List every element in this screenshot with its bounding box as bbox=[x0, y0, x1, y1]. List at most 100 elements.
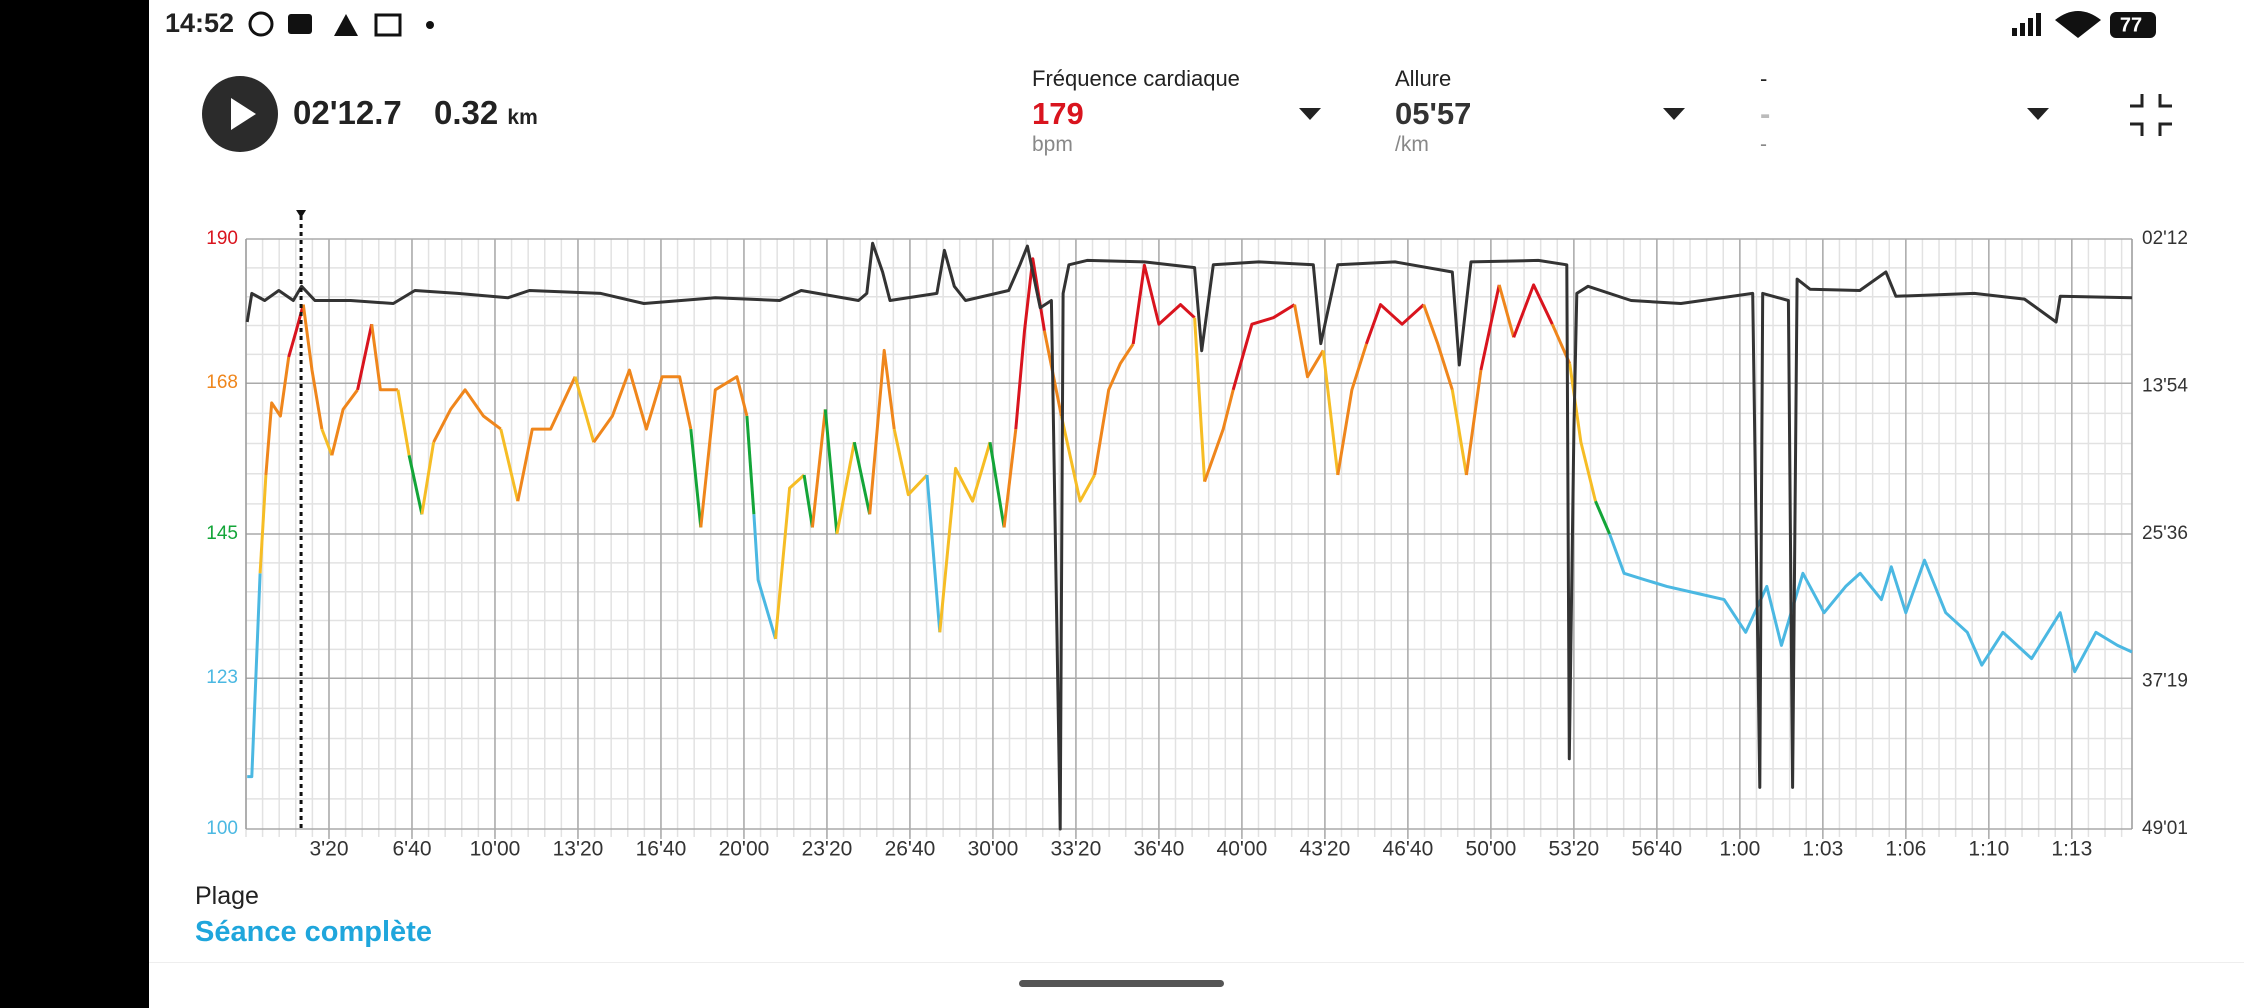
heart-rate-line bbox=[1497, 284, 1516, 338]
heart-rate-line bbox=[745, 415, 756, 515]
heart-rate-line bbox=[1594, 500, 1611, 535]
heart-rate-line bbox=[592, 368, 693, 444]
heart-rate-line bbox=[516, 376, 577, 502]
heart-rate-line bbox=[1059, 415, 1096, 503]
x-tick-label: 56'40 bbox=[1632, 838, 1683, 861]
x-tick-label: 1:10 bbox=[1968, 838, 2009, 861]
status-time: 14:52 bbox=[165, 8, 235, 38]
heart-rate-line bbox=[823, 409, 839, 535]
x-tick-label: 1:06 bbox=[1885, 838, 1926, 861]
heart-rate-line bbox=[264, 356, 291, 476]
heart-rate-line bbox=[1293, 304, 1325, 379]
heart-rate-line bbox=[802, 474, 814, 528]
heart-rate-line bbox=[573, 376, 596, 443]
heart-rate-line bbox=[407, 454, 424, 515]
home-indicator bbox=[1019, 980, 1224, 987]
metric-unit: /km bbox=[1395, 133, 1429, 156]
cursor-handle bbox=[296, 210, 307, 218]
metric-dropdown[interactable] bbox=[1298, 107, 1322, 121]
heart-rate-line bbox=[852, 441, 872, 515]
metric-dropdown[interactable] bbox=[2026, 107, 2050, 121]
range-value[interactable]: Séance complète bbox=[195, 916, 432, 948]
distance-unit: km bbox=[507, 106, 538, 129]
metric-unit: bpm bbox=[1032, 133, 1073, 156]
heart-rate-line bbox=[1231, 303, 1296, 391]
heart-rate-line bbox=[752, 514, 777, 640]
x-tick-label: 1:03 bbox=[1802, 838, 1843, 861]
metric-value: 05'57 bbox=[1395, 96, 1472, 131]
x-tick-label: 1:13 bbox=[2051, 838, 2092, 861]
y2-tick-label: 02'12 bbox=[2142, 228, 2188, 249]
heart-rate-line bbox=[1014, 257, 1046, 430]
heart-rate-line bbox=[1479, 284, 1501, 371]
metric-title: Allure bbox=[1395, 66, 1452, 91]
x-tick-label: 46'40 bbox=[1383, 838, 1434, 861]
heart-rate-line bbox=[330, 388, 359, 456]
heart-rate-line bbox=[1364, 303, 1425, 345]
x-tick-label: 23'20 bbox=[802, 838, 853, 861]
x-tick-label: 33'20 bbox=[1051, 838, 1102, 861]
y-tick-label: 100 bbox=[206, 818, 238, 839]
metric-value: - bbox=[1760, 96, 1771, 131]
y2-tick-label: 25'36 bbox=[2142, 523, 2188, 544]
heart-rate-line bbox=[774, 473, 806, 640]
metric-unit: - bbox=[1760, 133, 1767, 156]
heart-rate-line bbox=[925, 474, 942, 633]
collapse-button[interactable] bbox=[2128, 92, 2174, 138]
play-button[interactable] bbox=[200, 75, 280, 155]
y-tick-label: 123 bbox=[206, 667, 238, 688]
heart-rate-line bbox=[1336, 343, 1368, 476]
heart-rate-line bbox=[1131, 263, 1196, 345]
heart-rate-line bbox=[868, 348, 896, 515]
y-tick-label: 168 bbox=[206, 372, 238, 393]
heart-rate-line bbox=[1002, 428, 1018, 528]
heart-rate-line bbox=[356, 323, 374, 391]
heart-rate-line bbox=[810, 409, 827, 528]
heart-rate-line bbox=[1093, 343, 1135, 476]
x-tick-label: 40'00 bbox=[1217, 838, 1268, 861]
y2-tick-label: 37'19 bbox=[2142, 671, 2188, 692]
y-tick-label: 145 bbox=[206, 523, 238, 544]
heart-rate-line bbox=[1422, 304, 1454, 391]
heart-rate-line bbox=[1193, 317, 1207, 482]
range-label: Plage bbox=[195, 882, 259, 910]
distance: 0.32 km bbox=[434, 94, 538, 132]
heart-rate-line bbox=[1450, 389, 1468, 476]
heart-rate-line bbox=[1608, 533, 2133, 674]
status-icons bbox=[248, 11, 434, 37]
heart-rate-line bbox=[420, 441, 436, 515]
elapsed-time: 02'12.7 bbox=[293, 94, 402, 131]
heart-rate-line bbox=[1464, 369, 1483, 476]
heart-rate-line bbox=[396, 389, 411, 456]
metric-value: 179 bbox=[1032, 96, 1084, 131]
heart-rate-line bbox=[1321, 350, 1340, 476]
heart-rate-line bbox=[892, 428, 929, 497]
heart-rate-line bbox=[938, 441, 992, 633]
heart-rate-line bbox=[1203, 389, 1235, 483]
heart-rate-line bbox=[1512, 283, 1554, 338]
x-tick-label: 43'20 bbox=[1300, 838, 1351, 861]
x-tick-label: 3'20 bbox=[309, 838, 348, 861]
status-right: 77 bbox=[2012, 11, 2156, 38]
heart-rate-line bbox=[988, 441, 1006, 528]
x-tick-label: 30'00 bbox=[968, 838, 1019, 861]
metric-title: Fréquence cardiaque bbox=[1032, 66, 1240, 91]
heart-rate-line bbox=[699, 375, 749, 528]
distance-value: 0.32 bbox=[434, 94, 499, 131]
x-tick-label: 1:00 bbox=[1719, 838, 1760, 861]
heart-rate-line bbox=[258, 474, 268, 574]
heart-rate-line bbox=[320, 428, 334, 456]
heart-rate-line bbox=[301, 304, 324, 430]
x-tick-label: 50'00 bbox=[1466, 838, 1517, 861]
heart-rate-line bbox=[247, 573, 262, 779]
heart-rate-line bbox=[835, 441, 856, 535]
heart-rate-line bbox=[499, 428, 520, 502]
metric-dropdown[interactable] bbox=[1662, 107, 1686, 121]
x-tick-label: 6'40 bbox=[392, 838, 431, 861]
y2-tick-label: 49'01 bbox=[2142, 818, 2188, 839]
x-tick-label: 26'40 bbox=[885, 838, 936, 861]
x-tick-label: 20'00 bbox=[719, 838, 770, 861]
x-tick-label: 16'40 bbox=[636, 838, 687, 861]
